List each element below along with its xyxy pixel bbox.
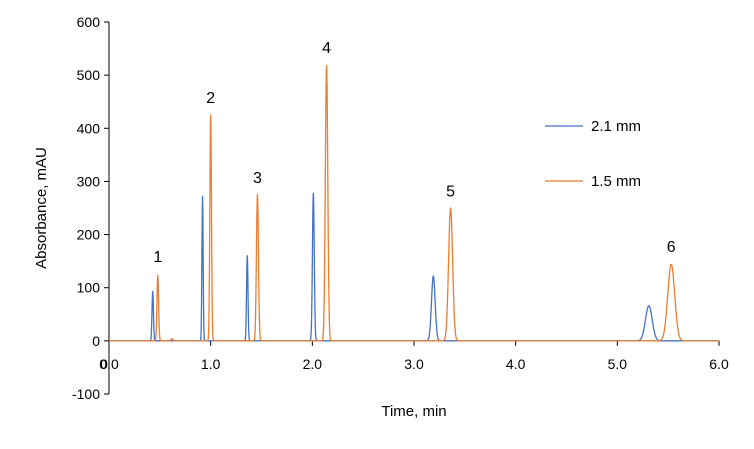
y-tick-label: 200: [77, 227, 101, 243]
labels-layer: 1 2 3 4 5 6: [153, 40, 675, 266]
legend-label-1: 2.1 mm: [591, 118, 641, 135]
x-origin-label: 0: [100, 356, 108, 372]
x-axis-title: Time, min: [381, 403, 446, 420]
series-line-1: [108, 192, 720, 342]
y-tick-label: 600: [77, 14, 101, 30]
y-tick-label: -100: [72, 386, 100, 402]
x-tick-label: 0.0: [99, 356, 119, 372]
peak-label-1: 1: [153, 249, 162, 266]
peak-label-6: 6: [667, 239, 676, 256]
y-tick-label: 300: [77, 173, 101, 189]
y-axis-title: Absorbance, mAU: [33, 147, 50, 269]
x-tick-label: 4.0: [506, 356, 526, 372]
x-tick-label: 1.0: [201, 356, 221, 372]
y-tick-label: 400: [77, 120, 101, 136]
y-tick-label: 0: [92, 333, 100, 349]
x-tick-label: 3.0: [404, 356, 424, 372]
x-tick-label: 6.0: [709, 356, 729, 372]
series-layer: [108, 64, 720, 342]
legend: 2.1 mm 1.5 mm: [545, 118, 641, 190]
y-tick-label: 500: [77, 67, 101, 83]
peak-label-2: 2: [206, 90, 215, 107]
y-tick-label: 100: [77, 280, 101, 296]
peak-label-5: 5: [446, 183, 455, 200]
series-line-2: [108, 64, 720, 342]
peak-label-4: 4: [322, 40, 331, 57]
peak-label-3: 3: [253, 170, 262, 187]
legend-label-2: 1.5 mm: [591, 173, 641, 190]
x-tick-label: 2.0: [303, 356, 323, 372]
x-tick-label: 5.0: [608, 356, 628, 372]
